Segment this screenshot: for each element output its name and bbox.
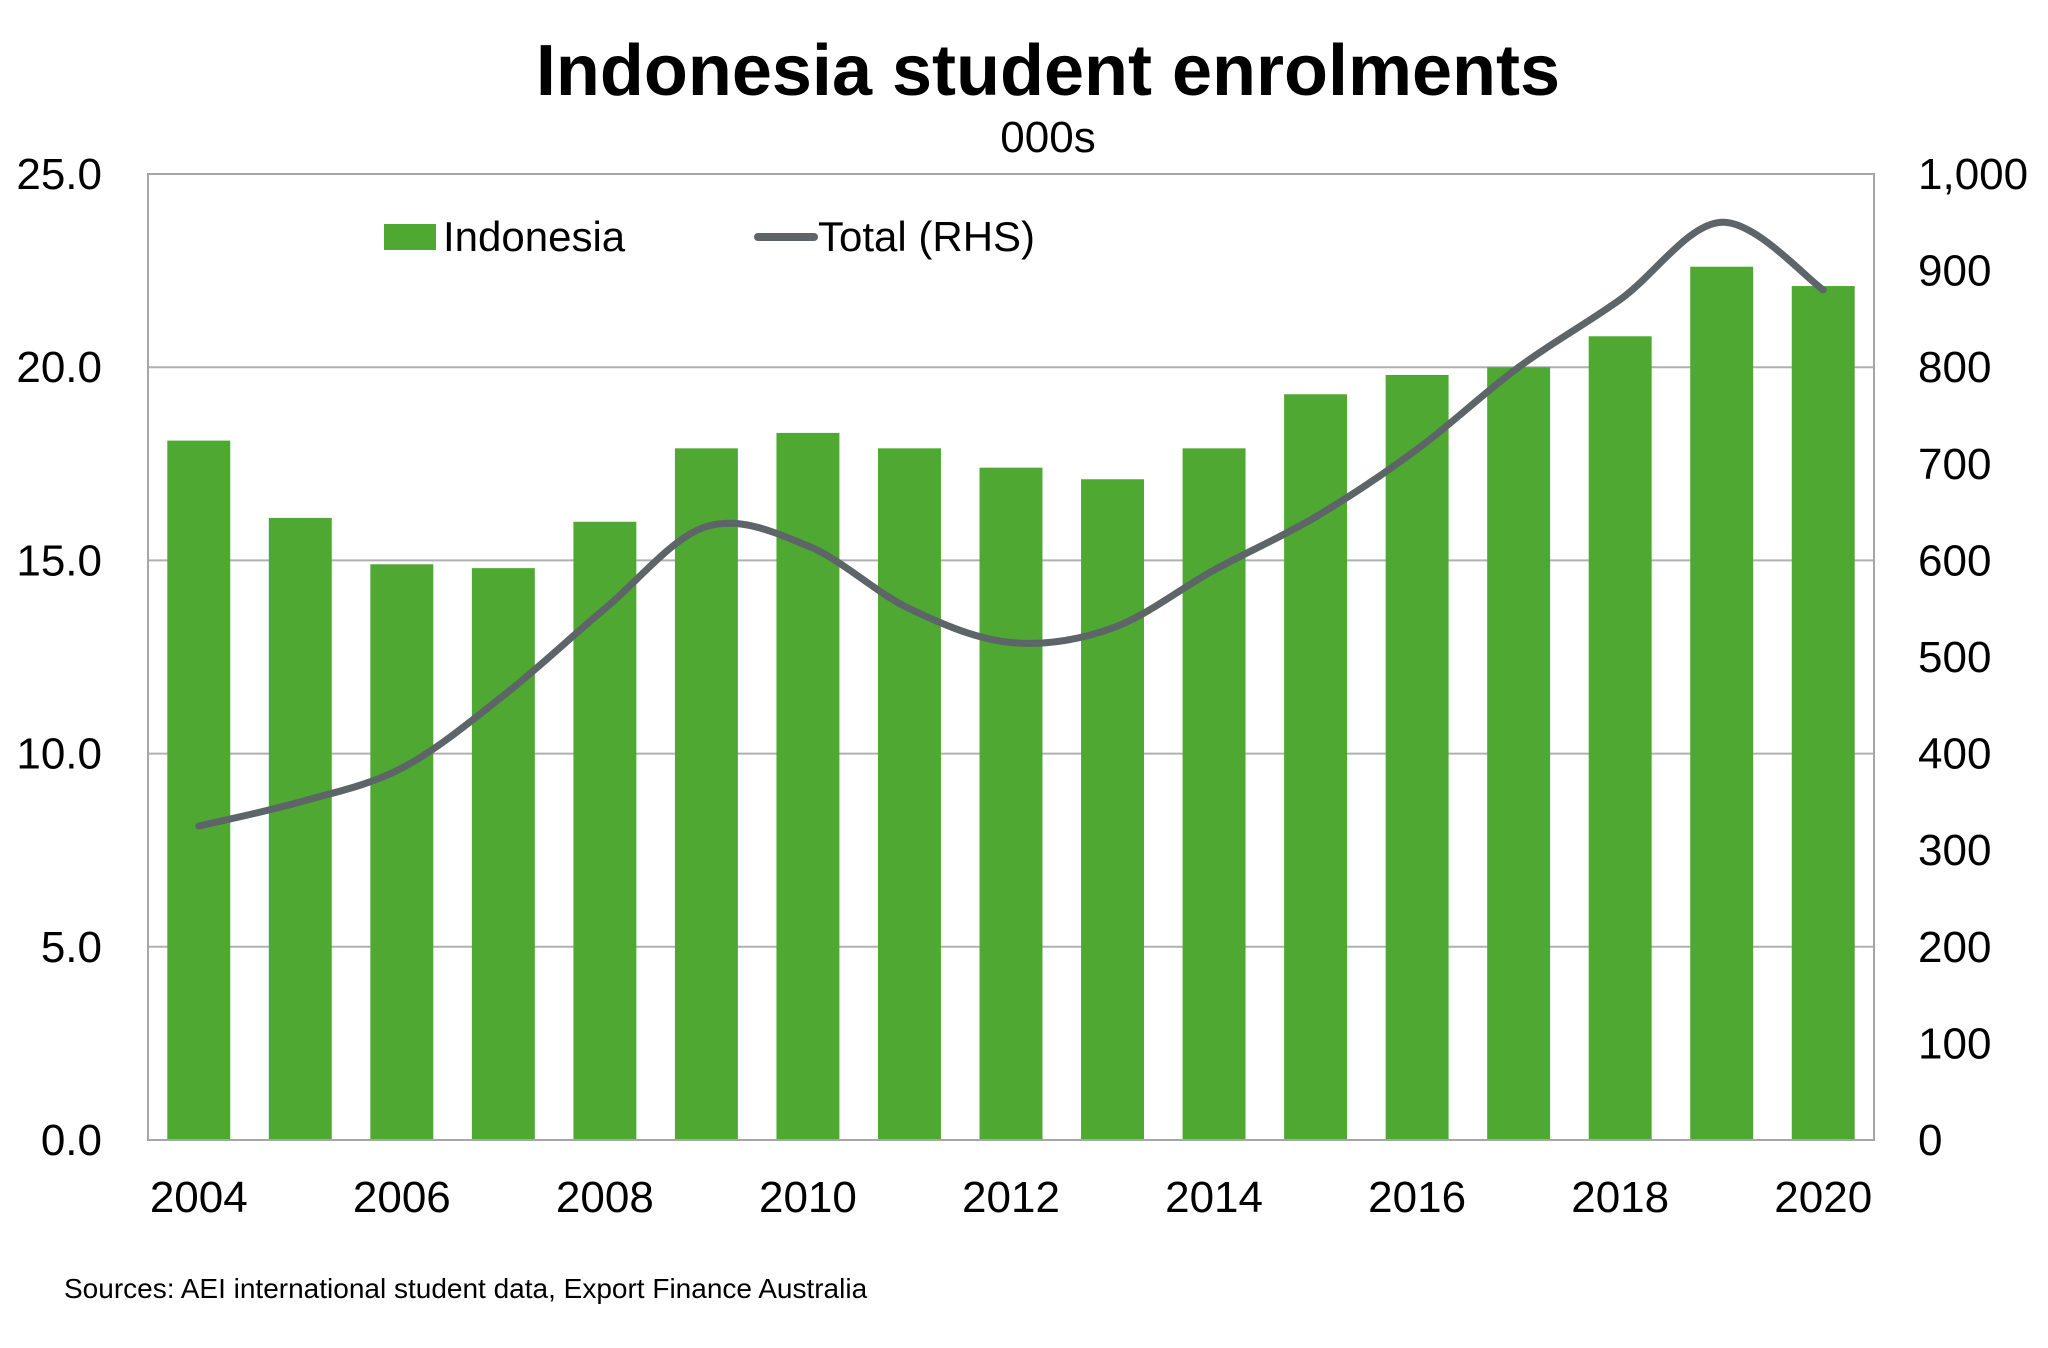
legend: Indonesia Total (RHS) — [384, 213, 1035, 260]
left-tick-label: 5.0 — [41, 923, 102, 972]
right-tick-label: 300 — [1918, 826, 1991, 875]
chart-title: Indonesia student enrolments — [536, 31, 1560, 111]
bar-2017 — [1487, 367, 1551, 1140]
bar-2011 — [877, 448, 941, 1140]
x-tick-label: 2012 — [962, 1173, 1060, 1222]
bar-2016 — [1385, 374, 1449, 1141]
right-tick-label: 900 — [1918, 247, 1991, 296]
plot-area-frame — [147, 173, 1875, 1141]
x-axis: 2004 2006 2008 2010 2012 2014 2016 2018 2020 — [150, 1173, 1872, 1222]
chart-subtitle: 000s — [1000, 113, 1095, 162]
left-tick-label: 25.0 — [16, 150, 102, 199]
bar-2020 — [1791, 286, 1855, 1140]
bar-2009 — [674, 448, 738, 1140]
x-tick-label: 2018 — [1571, 1173, 1669, 1222]
bar-2004 — [167, 440, 231, 1141]
x-tick-label: 2004 — [150, 1173, 248, 1222]
bar-2005 — [268, 517, 332, 1140]
line-total-path — [195, 218, 1827, 830]
left-y-axis: 0.0 5.0 10.0 15.0 20.0 25.0 — [16, 150, 102, 1165]
right-tick-label: 400 — [1918, 730, 1991, 779]
right-tick-label: 200 — [1918, 923, 1991, 972]
bar-2006 — [370, 564, 434, 1140]
bar-2019 — [1690, 266, 1754, 1141]
right-y-axis: 0 100 200 300 400 500 600 700 800 900 1,000 — [1918, 150, 2028, 1165]
bar-series-indonesia — [167, 266, 1855, 1141]
legend-swatch-indonesia — [384, 224, 436, 250]
x-tick-label: 2010 — [759, 1173, 857, 1222]
left-tick-label: 0.0 — [41, 1116, 102, 1165]
bar-2014 — [1182, 448, 1246, 1140]
bar-2018 — [1588, 336, 1652, 1141]
right-tick-label: 600 — [1918, 536, 1991, 585]
right-tick-label: 700 — [1918, 440, 1991, 489]
x-tick-label: 2020 — [1774, 1173, 1872, 1222]
legend-label-total: Total (RHS) — [818, 213, 1035, 260]
x-tick-label: 2008 — [556, 1173, 654, 1222]
right-tick-label: 500 — [1918, 633, 1991, 682]
x-tick-label: 2014 — [1165, 1173, 1263, 1222]
line-series-total — [195, 218, 1827, 830]
legend-label-indonesia: Indonesia — [443, 213, 626, 260]
bar-2010 — [776, 432, 840, 1140]
x-tick-label: 2016 — [1368, 1173, 1466, 1222]
x-tick-label: 2006 — [353, 1173, 451, 1222]
bar-2007 — [471, 568, 535, 1140]
bar-2013 — [1081, 479, 1145, 1141]
bar-2008 — [573, 521, 637, 1140]
bar-2012 — [979, 467, 1043, 1140]
right-tick-label: 0 — [1918, 1116, 1942, 1165]
left-tick-label: 20.0 — [16, 343, 102, 392]
source-note: Sources: AEI international student data,… — [64, 1273, 868, 1304]
right-tick-label: 1,000 — [1918, 150, 2028, 199]
left-tick-label: 10.0 — [16, 730, 102, 779]
right-tick-label: 800 — [1918, 343, 1991, 392]
right-tick-label: 100 — [1918, 1019, 1991, 1068]
left-tick-label: 15.0 — [16, 536, 102, 585]
